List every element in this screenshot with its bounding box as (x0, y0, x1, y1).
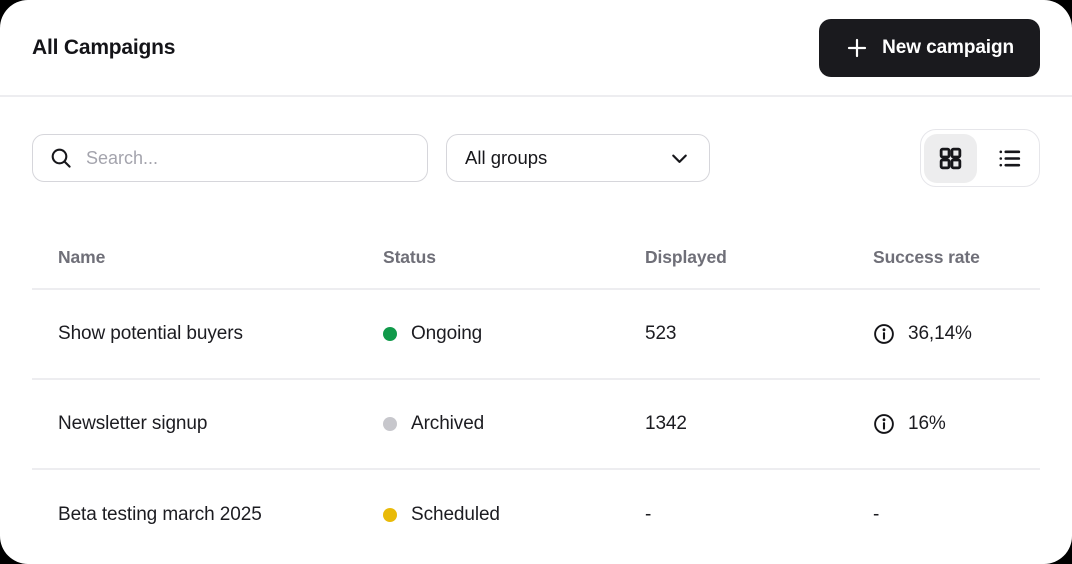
status-dot (383, 417, 397, 431)
grid-view-button[interactable] (924, 133, 977, 183)
toolbar: All groups (32, 129, 1040, 187)
chevron-down-icon (668, 147, 691, 170)
grid-view-icon (937, 145, 964, 172)
view-toggle (920, 129, 1040, 187)
new-campaign-button[interactable]: New campaign (819, 18, 1040, 77)
success-rate-value: 16% (908, 413, 946, 434)
displayed-count: - (645, 504, 652, 525)
success-rate-cell: 36,14% (873, 323, 1040, 345)
status-cell: Ongoing (383, 323, 645, 345)
table-row[interactable]: Newsletter signup Archived 1342 16% (32, 380, 1040, 470)
column-header-success-rate: Success rate (873, 247, 980, 267)
status-dot (383, 327, 397, 341)
table-header-row: Name Status Displayed Success rate (32, 227, 1040, 290)
search-input[interactable] (86, 147, 411, 169)
new-campaign-label: New campaign (882, 36, 1014, 58)
status-label: Ongoing (411, 323, 483, 344)
success-rate-cell: 16% (873, 413, 1040, 435)
list-view-icon (996, 145, 1023, 172)
group-filter-select[interactable]: All groups (446, 134, 710, 182)
displayed-count: 523 (645, 323, 677, 344)
status-dot (383, 508, 397, 522)
campaigns-table: Name Status Displayed Success rate Show … (32, 227, 1040, 560)
page-header: All Campaigns New campaign (0, 0, 1072, 97)
table-row[interactable]: Beta testing march 2025 Scheduled - - (32, 470, 1040, 560)
campaign-name: Newsletter signup (58, 413, 208, 434)
column-header-displayed: Displayed (645, 247, 727, 267)
campaign-name: Beta testing march 2025 (58, 504, 262, 525)
success-rate-cell: - (873, 504, 1040, 526)
status-cell: Scheduled (383, 504, 645, 526)
list-view-button[interactable] (983, 134, 1036, 183)
success-rate-value: 36,14% (908, 323, 972, 344)
status-label: Scheduled (411, 504, 500, 525)
page-title: All Campaigns (32, 35, 176, 59)
success-rate-value: - (873, 504, 880, 525)
group-filter-value: All groups (465, 147, 548, 168)
campaign-name: Show potential buyers (58, 323, 243, 344)
column-header-name: Name (58, 247, 106, 267)
info-icon[interactable] (873, 323, 895, 345)
table-row[interactable]: Show potential buyers Ongoing 523 36,14% (32, 290, 1040, 380)
info-icon[interactable] (873, 413, 895, 435)
search-icon (49, 146, 73, 170)
column-header-status: Status (383, 247, 436, 267)
status-label: Archived (411, 413, 485, 434)
status-cell: Archived (383, 413, 645, 435)
displayed-count: 1342 (645, 413, 687, 434)
search-box[interactable] (32, 134, 428, 182)
plus-icon (845, 36, 869, 60)
